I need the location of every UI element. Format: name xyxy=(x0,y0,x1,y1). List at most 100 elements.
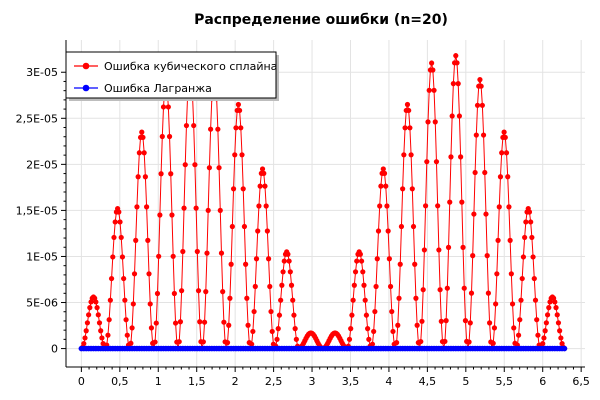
data-point-cubic xyxy=(506,204,512,210)
data-point-cubic xyxy=(499,150,505,156)
data-point-cubic xyxy=(470,253,476,259)
data-point-cubic xyxy=(96,320,103,326)
data-point-cubic xyxy=(454,60,460,66)
data-point-cubic xyxy=(86,312,92,318)
data-point-cubic xyxy=(349,312,355,318)
data-point-cubic xyxy=(134,204,140,210)
data-point-cubic xyxy=(229,223,235,230)
data-point-cubic xyxy=(348,326,354,332)
data-point-cubic xyxy=(542,328,548,334)
data-point-cubic xyxy=(502,134,508,141)
data-point-cubic xyxy=(375,228,382,234)
data-point-cubic xyxy=(400,186,406,192)
data-point-cubic xyxy=(383,183,389,189)
data-point-cubic xyxy=(290,297,296,303)
data-point-cubic xyxy=(238,125,244,131)
data-point-cubic xyxy=(447,199,453,205)
data-point-cubic xyxy=(119,254,126,260)
data-point-cubic xyxy=(205,207,211,214)
data-point-cubic xyxy=(495,237,501,243)
data-point-cubic xyxy=(232,152,238,158)
series-markers-lagrange xyxy=(78,345,568,352)
data-point-cubic xyxy=(381,170,388,176)
data-point-cubic xyxy=(288,282,295,288)
data-point-cubic xyxy=(83,328,89,334)
data-point-cubic xyxy=(157,212,163,218)
data-point-cubic xyxy=(450,81,456,87)
data-point-cubic xyxy=(529,234,535,241)
data-point-cubic xyxy=(237,107,243,114)
data-point-cubic xyxy=(146,271,152,277)
data-point-cubic xyxy=(395,322,401,328)
data-point-cubic xyxy=(459,199,465,205)
data-point-cubic xyxy=(203,289,209,295)
data-point-cubic xyxy=(505,174,511,180)
data-point-cubic xyxy=(182,162,188,168)
legend-marker-cubic xyxy=(82,62,90,70)
data-point-cubic xyxy=(259,166,266,172)
data-point-cubic xyxy=(422,203,429,209)
data-point-cubic xyxy=(94,305,100,311)
data-point-cubic xyxy=(433,159,440,165)
data-point-cubic xyxy=(153,320,159,326)
data-point-cubic xyxy=(435,203,441,209)
data-point-cubic xyxy=(147,301,153,307)
data-point-cubic xyxy=(377,203,383,209)
data-point-cubic xyxy=(233,125,239,131)
legend-label-lagrange: Ошибка Лагранжа xyxy=(104,82,212,95)
x-tick-label: 3 xyxy=(309,375,316,388)
data-point-cubic xyxy=(480,132,487,138)
data-point-cubic xyxy=(443,318,449,324)
data-point-cubic xyxy=(410,223,417,230)
data-point-cubic xyxy=(362,297,368,303)
legend: Ошибка кубического сплайна Ошибка Лагран… xyxy=(65,51,279,101)
data-point-cubic xyxy=(396,295,402,301)
data-point-cubic xyxy=(181,205,187,211)
data-point-cubic xyxy=(540,341,546,347)
data-point-cubic xyxy=(385,228,391,234)
data-point-cubic xyxy=(444,285,450,291)
data-point-cubic xyxy=(87,305,93,311)
data-point-cubic xyxy=(530,254,536,260)
data-point-cubic xyxy=(398,223,405,230)
x-tick-label: 6,5 xyxy=(572,375,590,388)
data-point-cubic xyxy=(170,253,176,259)
data-point-cubic xyxy=(269,328,275,335)
data-point-cubic xyxy=(474,102,481,108)
data-point-cubic xyxy=(201,319,208,325)
data-point-cubic xyxy=(243,261,249,267)
data-point-cubic xyxy=(235,101,241,108)
data-point-cubic xyxy=(197,319,203,325)
data-point-cubic xyxy=(278,297,284,303)
data-point-cubic xyxy=(458,154,464,160)
y-tick-label: 3E-05 xyxy=(26,66,58,79)
data-point-cubic xyxy=(215,126,221,132)
data-point-cubic xyxy=(421,247,427,253)
data-point-cubic xyxy=(251,308,257,315)
y-tick-label: 1,5E-05 xyxy=(16,204,58,217)
data-point-cubic xyxy=(244,295,250,301)
data-point-cubic xyxy=(191,122,197,129)
data-point-cubic xyxy=(275,326,281,332)
data-point-cubic xyxy=(496,204,502,210)
data-point-cubic xyxy=(438,318,444,324)
data-point-cubic xyxy=(426,87,432,93)
data-point-cubic xyxy=(557,328,563,334)
data-point-cubic xyxy=(169,212,175,218)
x-tick-label: 2,5 xyxy=(265,375,283,388)
data-point-cubic xyxy=(490,340,496,346)
data-point-cubic xyxy=(239,152,245,158)
y-tick-label: 1E-05 xyxy=(26,250,58,263)
data-point-cubic xyxy=(291,312,297,318)
data-point-cubic xyxy=(136,150,142,156)
data-point-cubic xyxy=(171,290,177,297)
x-tick-label: 1,5 xyxy=(188,375,206,388)
data-point-cubic xyxy=(437,287,443,293)
data-point-cubic xyxy=(160,104,167,110)
data-point-cubic xyxy=(553,305,559,311)
data-point-cubic xyxy=(117,219,123,225)
data-point-cubic xyxy=(241,223,248,230)
data-point-cubic xyxy=(129,325,135,331)
data-point-cubic xyxy=(140,134,146,141)
